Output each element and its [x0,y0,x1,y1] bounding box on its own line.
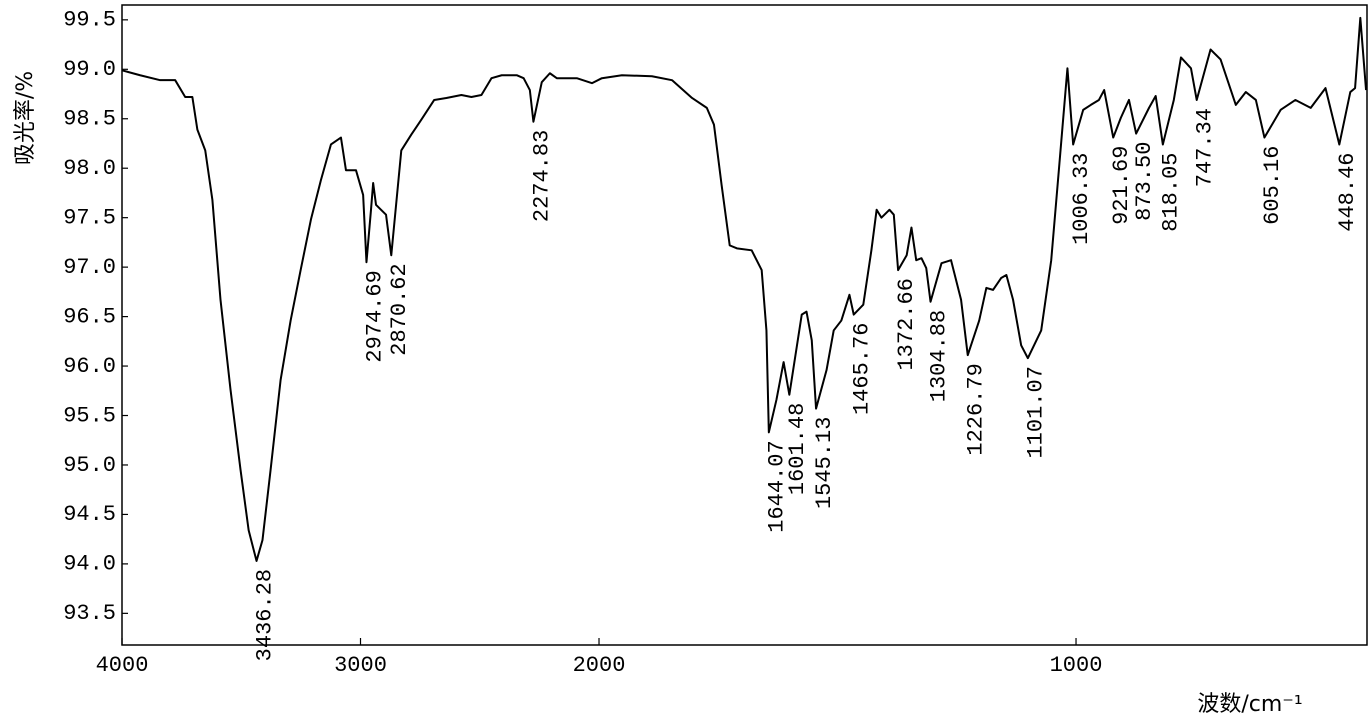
peak-label: 818.05 [1159,153,1184,232]
peak-label: 873.50 [1132,142,1157,221]
y-tick-label: 97.5 [63,205,116,230]
y-tick-label: 95.0 [63,453,116,478]
peak-label: 1101.07 [1024,366,1049,458]
y-tick-label: 99.0 [63,57,116,82]
spectrum-line [121,16,1368,562]
peak-label: 2274.83 [529,130,554,222]
peak-label: 1226.79 [964,363,989,455]
y-axis-label: 吸光率/% [13,71,38,165]
peak-label: 747.34 [1192,108,1217,187]
peak-label: 921.69 [1109,146,1134,225]
y-tick-label: 99.5 [63,8,116,33]
peak-label: 605.16 [1260,146,1285,225]
y-tick-label: 97.0 [63,255,116,280]
y-tick-label: 94.0 [63,552,116,577]
peak-label: 1545.13 [812,417,837,509]
y-tick-label: 93.5 [63,601,116,626]
y-tick-label: 98.5 [63,107,116,132]
peak-label: 3436.28 [252,569,277,661]
peak-label: 2974.69 [362,270,387,362]
peak-label: 1372.66 [894,278,919,370]
peak-label: 1644.07 [765,440,790,532]
peak-label: 1006.33 [1069,153,1094,245]
y-tick-label: 98.0 [63,156,116,181]
x-axis-label: 波数/cm⁻¹ [1197,692,1302,717]
y-tick-label: 94.5 [63,502,116,527]
plot-frame [121,4,1368,646]
y-tick-label: 95.5 [63,403,116,428]
x-tick-label: 1000 [1050,653,1103,678]
x-tick-label: 3000 [334,653,387,678]
peak-label: 1304.88 [926,310,951,402]
peak-label: 1601.48 [785,403,810,495]
peak-label: 448.46 [1335,153,1360,232]
x-tick-label: 4000 [96,653,149,678]
peak-label: 1465.76 [850,323,875,415]
x-tick-label: 2000 [573,653,626,678]
y-tick-label: 96.0 [63,354,116,379]
peak-label: 2870.62 [387,263,412,355]
y-tick-label: 96.5 [63,304,116,329]
